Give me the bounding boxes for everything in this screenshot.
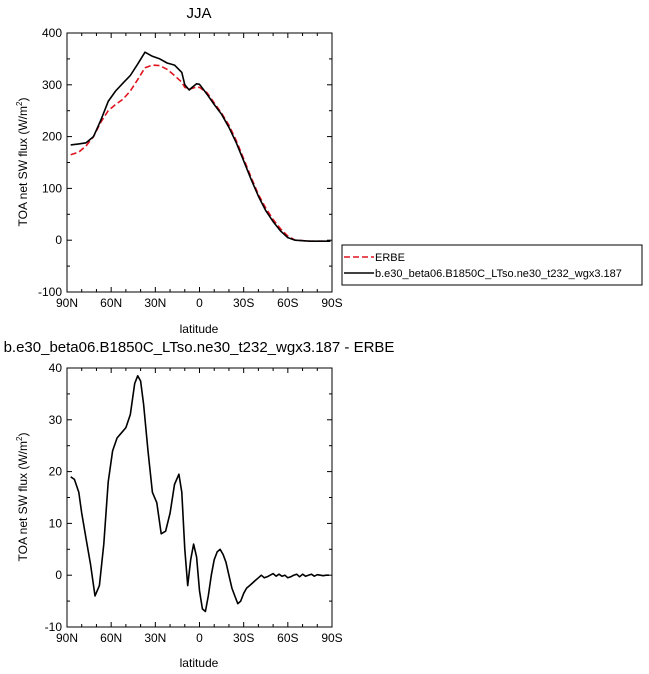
top-x-ticks: 90N 60N 30N 0 30S 60S 90S bbox=[56, 33, 343, 310]
bottom-x-ticks: 90N 60N 30N 0 30S 60S 90S bbox=[56, 368, 343, 645]
top-y-tick-label: 100 bbox=[42, 181, 62, 195]
top-y-ticks: -100 0 100 200 300 400 bbox=[38, 26, 332, 299]
top-y-tick-label: 0 bbox=[55, 233, 62, 247]
top-plot-area: 90N 60N 30N 0 30S 60S 90S -100 0 100 200 300 400 bbox=[38, 26, 343, 310]
bottom-x-tick-label: 90S bbox=[321, 631, 342, 645]
bottom-y-tick-label: 30 bbox=[49, 413, 63, 427]
bottom-x-tick-label: 60N bbox=[100, 631, 122, 645]
top-x-tick-label: 30S bbox=[233, 296, 254, 310]
bottom-y-axis-label-sup: 2 bbox=[15, 436, 24, 441]
bottom-y-tick-label: -10 bbox=[45, 620, 63, 634]
bottom-x-tick-label: 0 bbox=[196, 631, 203, 645]
top-x-tick-label: 60S bbox=[277, 296, 298, 310]
legend-label-model: b.e30_beta06.B1850C_LTso.ne30_t232_wgx3.… bbox=[375, 268, 622, 280]
top-y-axis-label-end: ) bbox=[16, 98, 30, 102]
bottom-y-ticks: -10 0 10 20 30 40 bbox=[45, 361, 332, 634]
top-x-tick-label: 60N bbox=[100, 296, 122, 310]
top-series-lines bbox=[70, 51, 331, 242]
bottom-plot-area: 90N 60N 30N 0 30S 60S 90S -10 0 10 20 30 40 bbox=[45, 361, 343, 645]
bottom-x-tick-label: 30N bbox=[144, 631, 166, 645]
top-y-axis-label-sup: 2 bbox=[15, 101, 24, 106]
top-y-axis-label-main: TOA net SW flux (W/m bbox=[16, 106, 30, 226]
legend: ERBE b.e30_beta06.B1850C_LTso.ne30_t232_… bbox=[341, 244, 643, 286]
bottom-x-axis-label: latitude bbox=[180, 656, 219, 670]
bottom-y-axis-label-main: TOA net SW flux (W/m bbox=[16, 441, 30, 561]
top-x-tick-label: 30N bbox=[144, 296, 166, 310]
bottom-y-tick-label: 40 bbox=[49, 361, 63, 375]
top-panel: JJA 90N 60N 30N 0 30S 60S 90S -100 0 100 200 300 40… bbox=[15, 5, 643, 336]
bottom-x-tick-label: 60S bbox=[277, 631, 298, 645]
top-y-tick-label: 200 bbox=[42, 130, 62, 144]
bottom-x-tick-label: 90N bbox=[56, 631, 78, 645]
bottom-panel: b.e30_beta06.B1850C_LTso.ne30_t232_wgx3.… bbox=[4, 339, 395, 670]
bottom-y-tick-label: 10 bbox=[49, 516, 63, 530]
legend-label-erbe: ERBE bbox=[375, 252, 405, 264]
bottom-x-tick-label: 30S bbox=[233, 631, 254, 645]
top-x-tick-label: 90S bbox=[321, 296, 342, 310]
bottom-y-axis-label: TOA net SW flux (W/m2) bbox=[15, 433, 30, 562]
legend-box bbox=[341, 244, 643, 286]
bottom-chart-title: b.e30_beta06.B1850C_LTso.ne30_t232_wgx3.… bbox=[4, 339, 395, 356]
top-x-tick-label: 90N bbox=[56, 296, 78, 310]
top-x-tick-label: 0 bbox=[196, 296, 203, 310]
top-x-axis-label: latitude bbox=[180, 322, 219, 336]
top-chart-title: JJA bbox=[186, 5, 211, 22]
top-y-axis-label: TOA net SW flux (W/m2) bbox=[15, 98, 30, 227]
top-y-tick-label: 300 bbox=[42, 78, 62, 92]
top-plot-frame bbox=[66, 32, 333, 293]
top-y-tick-label: 400 bbox=[42, 26, 62, 40]
bottom-series-line-0 bbox=[70, 374, 330, 613]
bottom-y-tick-label: 20 bbox=[49, 465, 63, 479]
bottom-y-axis-label-end: ) bbox=[16, 433, 30, 437]
top-series-line-1 bbox=[70, 51, 331, 242]
top-series-line-0 bbox=[70, 64, 331, 242]
top-y-tick-label: -100 bbox=[38, 285, 62, 299]
bottom-y-tick-label: 0 bbox=[55, 568, 62, 582]
bottom-series-lines bbox=[70, 374, 330, 613]
